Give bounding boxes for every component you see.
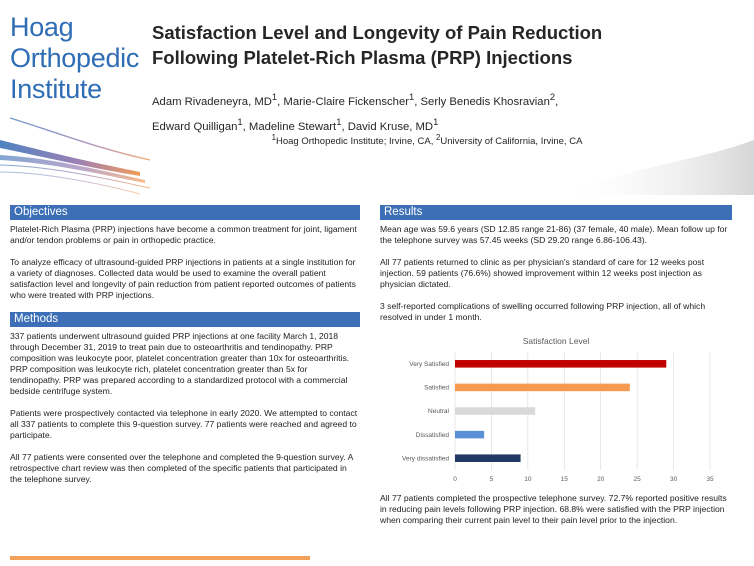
chart-category-label: Very dissatisfied <box>402 455 449 462</box>
chart-bar <box>455 407 536 415</box>
methods-heading: Methods <box>10 312 360 327</box>
author-affil-mark: 1 <box>271 91 278 102</box>
logo-line: Institute <box>10 74 102 104</box>
chart-tick-label: 35 <box>706 476 714 483</box>
author-list: Adam Rivadeneyra, MD1, Marie-Claire Fick… <box>152 87 742 137</box>
results-paragraph: All 77 patients completed the prospectiv… <box>380 493 727 525</box>
poster-title: Satisfaction Level and Longevity of Pain… <box>152 20 742 70</box>
hoag-logo: Hoag Orthopedic Institute <box>10 12 139 105</box>
chart-tick-label: 30 <box>670 476 678 483</box>
title-line-2: Following Platelet-Rich Plasma (PRP) Inj… <box>152 47 573 68</box>
results-paragraph: Mean age was 59.6 years (SD 12.85 range … <box>380 224 728 245</box>
logo-line: Hoag <box>10 12 74 42</box>
chart-category-label: Satisfied <box>424 385 449 392</box>
title-line-1: Satisfaction Level and Longevity of Pain… <box>152 22 603 43</box>
right-column: Results Mean age was 59.6 years (SD 12.8… <box>380 205 732 537</box>
author-name: , Serly Benedis Khosravian <box>414 95 550 108</box>
satisfaction-chart-svg: Satisfaction Level Very Satisfied Satisfi… <box>402 336 714 483</box>
methods-paragraph: All 77 patients were consented over the … <box>10 452 353 484</box>
chart-tick-labels: 0 5 10 15 20 25 30 35 <box>453 476 714 483</box>
logo-line: Orthopedic <box>10 43 140 73</box>
results-paragraph: 3 self-reported complications of swellin… <box>380 301 706 322</box>
chart-category-label: Dissatisfied <box>416 432 450 439</box>
objectives-paragraph: Platelet-Rich Plasma (PRP) injections ha… <box>10 224 357 245</box>
author-name: , Marie-Claire Fickenscher <box>277 95 409 108</box>
chart-category-labels: Very Satisfied Satisfied Neutral Dissatisfi… <box>402 361 450 462</box>
results-heading: Results <box>380 205 732 220</box>
affil-text: University of California, Irvine, CA <box>440 136 583 148</box>
author-affil-mark: 1 <box>237 115 243 127</box>
methods-paragraph: Patients were prospectively contacted vi… <box>10 408 358 440</box>
affil-mark: 1 <box>271 133 276 142</box>
left-column: Objectives Platelet-Rich Plasma (PRP) in… <box>10 205 360 496</box>
poster-header: Hoag Orthopedic Institute Satisfaction L… <box>0 0 754 195</box>
logo-swoosh-graphic <box>0 117 754 195</box>
author-affil-mark: 1 <box>433 115 439 127</box>
chart-tick-label: 20 <box>597 476 605 483</box>
chart-bar <box>455 430 485 439</box>
chart-tick-label: 0 <box>453 476 457 483</box>
chart-tick-label: 10 <box>524 476 532 483</box>
chart-bar <box>455 454 521 462</box>
author-affil-mark: 2 <box>549 91 556 102</box>
chart-bars <box>455 360 667 462</box>
affiliations: 1Hoag Orthopedic Institute; Irvine, CA, … <box>0 133 754 147</box>
author-separator: , <box>555 95 559 108</box>
chart-tick-label: 25 <box>634 476 642 483</box>
methods-paragraph: 337 patients underwent ultrasound guided… <box>10 331 350 396</box>
author-name: Adam Rivadeneyra, MD <box>152 95 272 108</box>
author-name: Edward Quilligan <box>152 120 238 133</box>
chart-tick-label: 5 <box>490 476 494 483</box>
chart-bar <box>455 360 667 368</box>
chart-bar <box>455 383 630 392</box>
objectives-paragraph: To analyze efficacy of ultrasound-guided… <box>10 257 356 300</box>
footer-accent-bar <box>10 556 310 560</box>
objectives-heading: Objectives <box>10 205 360 220</box>
affil-text: Hoag Orthopedic Institute; Irvine, CA, <box>275 136 436 148</box>
chart-title: Satisfaction Level <box>523 336 590 346</box>
author-name: , Madeline Stewart <box>242 120 337 133</box>
author-affil-mark: 1 <box>409 91 415 102</box>
author-affil-mark: 1 <box>336 115 342 127</box>
satisfaction-chart: Satisfaction Level Very Satisfied Satisfi… <box>380 332 732 487</box>
chart-category-label: Neutral <box>428 408 450 415</box>
chart-category-label: Very Satisfied <box>409 361 449 368</box>
affil-mark: 2 <box>435 133 441 142</box>
author-name: , David Kruse, MD <box>341 120 434 133</box>
chart-tick-label: 15 <box>561 476 569 483</box>
results-paragraph: All 77 patients returned to clinic as pe… <box>380 257 705 289</box>
